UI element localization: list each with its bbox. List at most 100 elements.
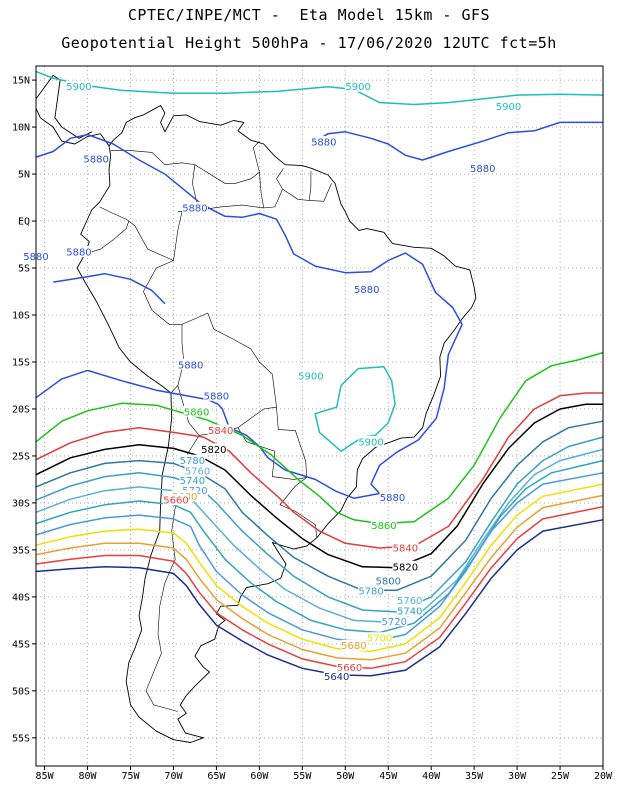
contour-5880 [53,272,166,305]
contour-5700 [35,483,604,653]
lat-tick-label: 25S [12,451,30,462]
contour-label-bg [392,542,419,554]
country-border [84,220,130,255]
lat-tick-label: 30S [12,498,30,509]
contour-label-5820: 5820 [393,562,418,573]
contour-5880 [35,133,463,499]
axis-ticks: 85W 80W 75W 70W 65W 60W 55W 50W 45W 40W 35W 30W 25W 2… [12,76,613,782]
contour-label-5700: 5700 [367,634,392,645]
lat-tick-label: 15S [12,357,30,368]
lon-tick-label: 45W [379,771,398,782]
contour-label-bg [183,405,210,417]
contour-label-5880: 5880 [182,203,207,214]
contour-label-bg [358,585,385,597]
contour-label-bg [392,560,419,572]
contour-label-5900: 5900 [496,102,521,113]
lon-tick-label: 75W [121,771,140,782]
contour-label-5880: 5880 [311,138,336,149]
contour-labels: 5900 5900 5900 5900 5900 5880 5880 5880 5880 5880… [23,80,522,683]
contour-label-bg [181,201,208,213]
contour-label-5840: 5840 [393,544,418,555]
map-title-line1: CPTEC/INPE/MCT - Eta Model 15km - GFS [127,6,491,24]
lon-tick-label: 25W [551,771,570,782]
contour-5640 [35,519,604,677]
lon-tick-label: 80W [79,771,98,782]
contour-label-bg [396,594,423,606]
contour-5660 [35,505,604,670]
lon-tick-label: 65W [207,771,226,782]
country-border [194,140,260,184]
contour-label-5780: 5780 [180,456,205,467]
lon-tick-label: 50W [336,771,355,782]
contour-label-bg [366,632,393,644]
contour-label-5680: 5680 [341,641,366,652]
contour-label-5900: 5900 [358,437,383,448]
lat-tick-label: 5N [18,170,30,181]
contour-label-bg [181,484,208,496]
contour-5780 [35,436,604,613]
contour-5880 [310,121,603,161]
contour-label-5640: 5640 [324,672,349,683]
contour-label-5860: 5860 [371,521,396,532]
lon-tick-label: 20W [594,771,613,782]
contour-label-bg [370,519,397,531]
contour-label-5660: 5660 [163,496,188,507]
lat-tick-label: 40S [12,592,30,603]
contour-5680 [35,494,604,661]
land-boundaries [35,74,477,743]
country-border [279,477,318,538]
contour-label-5900: 5900 [345,82,370,93]
country-border [309,183,332,202]
contour-label-5900: 5900 [298,372,323,383]
lon-tick-label: 85W [36,771,55,782]
contour-label-bg [184,464,211,476]
contour-label-bg [297,370,324,382]
contour-label-bg [495,100,522,112]
contour-label-bg [375,574,402,586]
contour-label-bg [203,389,230,401]
contour-label-5880: 5880 [66,248,91,259]
contour-5840 [35,392,603,549]
contour-label-5840: 5840 [208,426,233,437]
south-america-coastline [76,105,477,743]
lat-tick-label: EQ [18,217,30,228]
contour-label-5660: 5660 [337,663,362,674]
lon-tick-label: 70W [164,771,183,782]
contour-label-bg [353,283,380,295]
contour-label-5880: 5880 [470,164,495,175]
lat-tick-label: 50S [12,686,30,697]
contour-5900 [314,365,396,452]
contour-label-bg [310,136,337,148]
contour-label-5880: 5880 [178,360,203,371]
lon-tick-label: 30W [508,771,527,782]
contour-label-bg [179,454,206,466]
contour-label-bg [345,80,372,92]
contour-5860 [35,351,604,525]
lat-tick-label: 10S [12,310,30,321]
contour-label-bg [340,639,367,651]
contour-label-bg [379,491,406,503]
lat-tick-label: 15N [12,76,30,87]
contour-label-5900: 5900 [66,82,91,93]
contour-label-bg [358,435,385,447]
lat-tick-label: 45S [12,639,30,650]
lon-tick-label: 35W [465,771,484,782]
contour-label-bg [396,604,423,616]
contour-label-bg [336,661,363,673]
contour-5800 [35,420,604,592]
contour-label-bg [177,358,204,370]
contour-label-5780: 5780 [358,587,383,598]
contour-label-bg [469,162,496,174]
lat-tick-label: 55S [12,733,30,744]
contour-label-bg [207,424,234,436]
contour-label-5760: 5760 [185,466,210,477]
contour-5740 [35,459,604,634]
country-border [282,171,312,201]
contour-label-bg [179,474,206,486]
map-frame [35,65,604,767]
contour-label-5880: 5880 [204,391,229,402]
contour-label-5760: 5760 [397,596,422,607]
contour-label-5800: 5800 [376,576,401,587]
contour-5720 [35,472,604,643]
